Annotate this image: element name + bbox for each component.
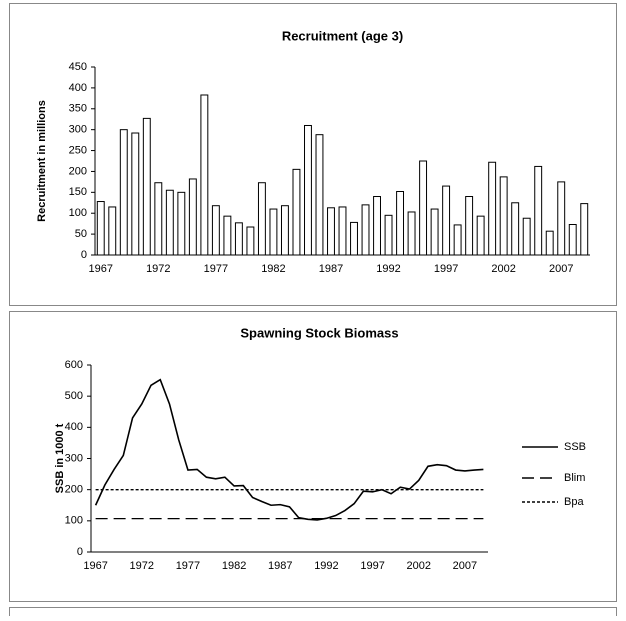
y-tick-label: 0 bbox=[81, 249, 87, 261]
legend-label: Blim bbox=[564, 472, 585, 484]
x-tick-label: 1982 bbox=[261, 263, 285, 275]
bar bbox=[534, 165, 543, 256]
bar bbox=[488, 161, 497, 256]
bar bbox=[246, 226, 255, 256]
y-tick-label: 300 bbox=[69, 124, 87, 136]
bar bbox=[315, 134, 324, 256]
panel bbox=[9, 3, 617, 306]
y-tick-label: 500 bbox=[65, 390, 83, 402]
bar bbox=[568, 224, 577, 256]
panel bbox=[9, 607, 617, 621]
bar bbox=[557, 181, 566, 256]
x-tick-label: 1977 bbox=[204, 263, 228, 275]
bar bbox=[361, 204, 370, 256]
bar bbox=[165, 189, 174, 256]
x-tick-label: 2007 bbox=[549, 263, 573, 275]
x-tick-label: 2002 bbox=[491, 263, 515, 275]
bar bbox=[200, 94, 209, 256]
bar bbox=[223, 215, 232, 256]
x-tick-label: 1987 bbox=[319, 263, 343, 275]
bar bbox=[511, 202, 520, 256]
bar bbox=[545, 230, 554, 256]
x-tick-label: 2002 bbox=[407, 560, 431, 572]
chart-title: Recruitment (age 3) bbox=[282, 28, 403, 43]
bar bbox=[177, 191, 186, 256]
bar bbox=[142, 117, 151, 256]
chart-title: Spawning Stock Biomass bbox=[240, 325, 398, 340]
x-tick-label: 1977 bbox=[176, 560, 200, 572]
x-tick-label: 1987 bbox=[268, 560, 292, 572]
bar bbox=[442, 185, 451, 256]
bar bbox=[453, 224, 462, 256]
y-tick-label: 200 bbox=[65, 484, 83, 496]
bar bbox=[211, 205, 220, 256]
x-tick-label: 1967 bbox=[83, 560, 107, 572]
bar bbox=[476, 215, 485, 256]
bar bbox=[522, 217, 531, 256]
bar bbox=[580, 203, 589, 256]
y-tick-label: 100 bbox=[69, 207, 87, 219]
bar bbox=[327, 207, 335, 256]
bar bbox=[338, 206, 347, 256]
bar bbox=[384, 214, 393, 256]
bar bbox=[430, 208, 439, 256]
y-tick-label: 50 bbox=[75, 228, 87, 240]
x-tick-label: 1992 bbox=[314, 560, 338, 572]
bar bbox=[96, 201, 105, 256]
bar bbox=[269, 208, 278, 256]
bar bbox=[188, 178, 197, 256]
y-tick-label: 0 bbox=[77, 546, 83, 558]
bar bbox=[280, 205, 289, 256]
y-axis-label: Recruitment in millions bbox=[36, 100, 48, 222]
x-tick-label: 1992 bbox=[376, 263, 400, 275]
series-line bbox=[94, 378, 484, 521]
y-axis-label: SSB in 1000 t bbox=[54, 423, 66, 493]
bar bbox=[419, 160, 428, 256]
bar bbox=[465, 196, 474, 256]
bar bbox=[350, 221, 358, 256]
y-tick-label: 400 bbox=[69, 82, 87, 94]
y-tick-label: 250 bbox=[69, 144, 87, 156]
bar bbox=[119, 129, 128, 256]
y-tick-label: 150 bbox=[69, 186, 87, 198]
x-tick-label: 1972 bbox=[146, 263, 170, 275]
x-tick-label: 1997 bbox=[434, 263, 458, 275]
y-tick-label: 350 bbox=[69, 103, 87, 115]
bar bbox=[131, 132, 140, 256]
bar bbox=[396, 190, 405, 256]
x-tick-label: 1967 bbox=[89, 263, 113, 275]
y-tick-label: 300 bbox=[65, 452, 83, 464]
y-tick-label: 400 bbox=[65, 421, 83, 433]
y-tick-label: 100 bbox=[65, 515, 83, 527]
x-tick-label: 1997 bbox=[360, 560, 384, 572]
bar bbox=[154, 182, 163, 256]
bar bbox=[108, 206, 117, 256]
x-tick-label: 1972 bbox=[130, 560, 154, 572]
y-tick-label: 600 bbox=[65, 359, 83, 371]
bar bbox=[292, 168, 301, 256]
y-tick-label: 450 bbox=[69, 61, 87, 73]
bar bbox=[373, 196, 381, 256]
bar bbox=[407, 211, 416, 256]
legend-label: SSB bbox=[564, 441, 586, 453]
legend-label: Bpa bbox=[564, 496, 584, 508]
bar bbox=[257, 182, 266, 256]
x-tick-label: 2007 bbox=[453, 560, 477, 572]
panel bbox=[9, 311, 617, 602]
x-tick-label: 1982 bbox=[222, 560, 246, 572]
bar bbox=[234, 222, 243, 256]
bar bbox=[304, 124, 312, 256]
bar bbox=[499, 176, 508, 256]
y-tick-label: 200 bbox=[69, 165, 87, 177]
